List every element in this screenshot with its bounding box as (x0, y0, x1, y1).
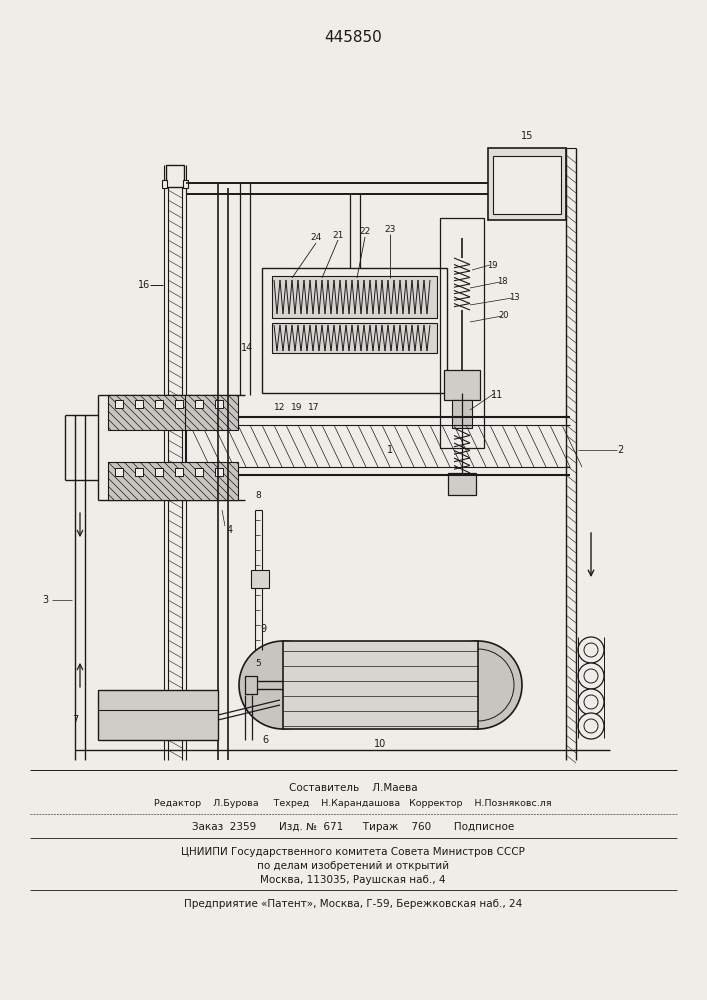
Bar (115, 400, 123, 408)
Bar (272, 323, 437, 353)
Text: 1: 1 (387, 445, 393, 455)
Bar (251, 570, 269, 588)
Text: 14: 14 (241, 343, 253, 353)
Text: 10: 10 (374, 739, 386, 749)
Bar (108, 395, 238, 430)
Text: 6: 6 (262, 735, 268, 745)
Text: 20: 20 (498, 312, 509, 320)
Bar (448, 473, 476, 495)
Text: ЦНИИПИ Государственного комитета Совета Министров СССР: ЦНИИПИ Государственного комитета Совета … (181, 847, 525, 857)
Bar (493, 156, 561, 214)
Text: Предприятие «Патент», Москва, Г-59, Бережковская наб., 24: Предприятие «Патент», Москва, Г-59, Бере… (184, 899, 522, 909)
Text: 19: 19 (486, 260, 497, 269)
Text: 19: 19 (291, 403, 303, 412)
Bar (115, 468, 123, 476)
Bar (195, 468, 203, 476)
Text: 5: 5 (255, 658, 261, 668)
Bar (175, 468, 183, 476)
Text: 12: 12 (274, 403, 286, 412)
Text: 21: 21 (332, 231, 344, 239)
Bar (245, 676, 257, 694)
Bar (175, 400, 183, 408)
Bar (262, 268, 447, 393)
Bar (195, 400, 203, 408)
Circle shape (584, 719, 598, 733)
Text: 7: 7 (72, 715, 78, 725)
Bar (215, 468, 223, 476)
Bar (108, 462, 238, 500)
Circle shape (239, 641, 327, 729)
Text: 8: 8 (255, 490, 261, 499)
Bar (183, 180, 188, 188)
Circle shape (578, 663, 604, 689)
Circle shape (584, 643, 598, 657)
Text: 18: 18 (497, 277, 508, 286)
Text: 4: 4 (227, 525, 233, 535)
Text: 17: 17 (308, 403, 320, 412)
Text: по делам изобретений и открытий: по делам изобретений и открытий (257, 861, 449, 871)
Bar (488, 148, 566, 220)
Circle shape (578, 637, 604, 663)
Bar (135, 400, 143, 408)
Bar (108, 462, 238, 500)
Bar (108, 395, 238, 430)
Text: Москва, 113035, Раушская наб., 4: Москва, 113035, Раушская наб., 4 (260, 875, 445, 885)
Bar (452, 400, 472, 428)
Bar (162, 180, 167, 188)
Text: Заказ  2359       Изд. №  671      Тираж    760       Подписное: Заказ 2359 Изд. № 671 Тираж 760 Подписно… (192, 822, 514, 832)
Bar (283, 641, 478, 729)
Bar (272, 276, 437, 318)
Text: 23: 23 (385, 225, 396, 233)
Text: Редактор    Л.Бурова     Техред    Н.Карандашова   Корректор    Н.Позняковс.ля: Редактор Л.Бурова Техред Н.Карандашова К… (154, 800, 551, 808)
Bar (98, 690, 218, 740)
Bar (440, 218, 484, 448)
Text: 22: 22 (359, 228, 370, 236)
Text: 9: 9 (260, 624, 266, 634)
Text: 3: 3 (42, 595, 48, 605)
Bar (155, 400, 163, 408)
Text: 24: 24 (310, 233, 322, 242)
Text: 11: 11 (491, 390, 503, 400)
Circle shape (584, 695, 598, 709)
Circle shape (578, 713, 604, 739)
Text: 2: 2 (617, 445, 624, 455)
Bar (166, 165, 184, 187)
Bar (155, 468, 163, 476)
Bar (444, 370, 480, 400)
Bar (135, 468, 143, 476)
Circle shape (434, 641, 522, 729)
Text: 445850: 445850 (324, 30, 382, 45)
Text: 13: 13 (509, 294, 520, 302)
Text: 16: 16 (138, 280, 150, 290)
Circle shape (456, 478, 468, 490)
Circle shape (578, 689, 604, 715)
Circle shape (584, 669, 598, 683)
Text: 15: 15 (521, 131, 533, 141)
Bar (215, 400, 223, 408)
Text: Составитель    Л.Маева: Составитель Л.Маева (288, 783, 417, 793)
